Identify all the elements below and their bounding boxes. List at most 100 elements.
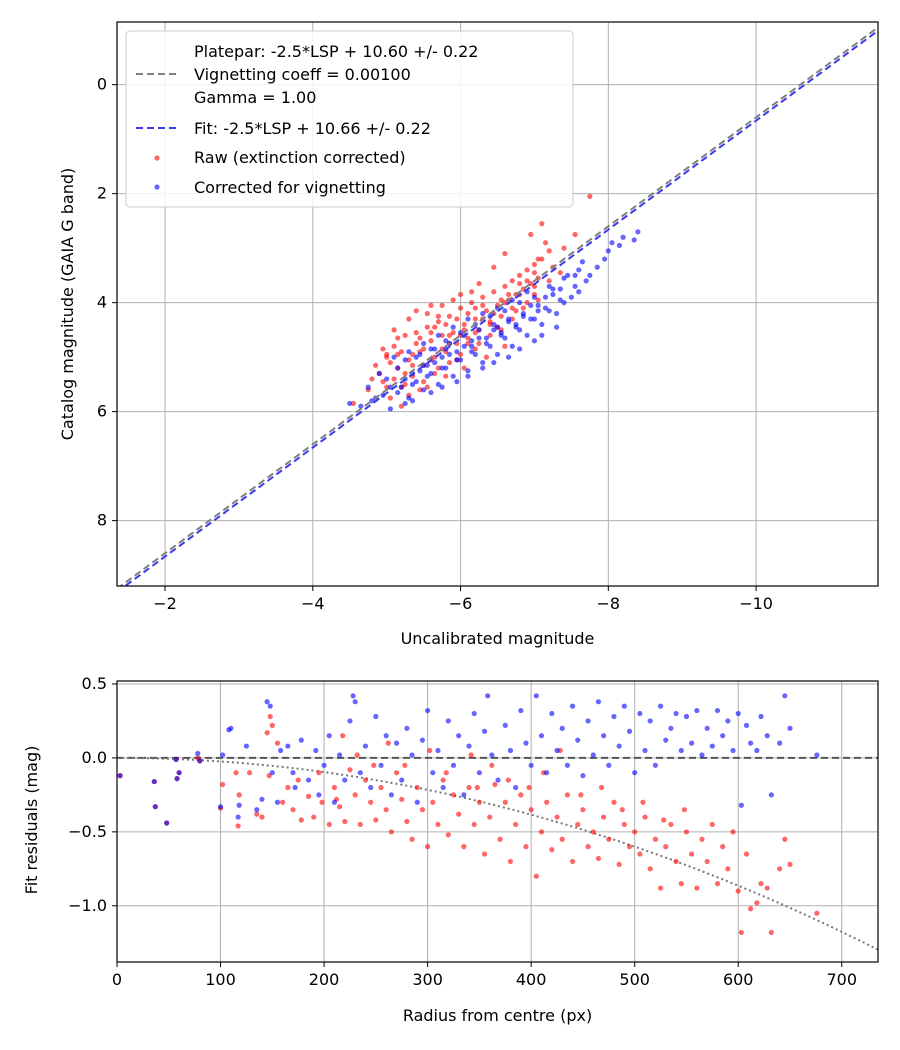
scatter-point xyxy=(487,343,493,349)
scatter-point xyxy=(395,351,401,358)
scatter-point xyxy=(388,829,394,835)
scatter-point xyxy=(406,357,412,363)
scatter-point xyxy=(456,811,462,817)
scatter-point xyxy=(465,368,471,374)
scatter-point xyxy=(298,737,304,743)
scatter-point xyxy=(311,814,317,820)
legend-platepar-label-2: Vignetting coeff = 0.00100 xyxy=(194,65,411,84)
scatter-point xyxy=(326,733,332,739)
scatter-point xyxy=(524,278,530,284)
scatter-point xyxy=(535,256,541,262)
scatter-point xyxy=(528,316,534,322)
scatter-point xyxy=(498,332,504,338)
scatter-point xyxy=(657,703,664,709)
scatter-point xyxy=(424,310,430,317)
scatter-point xyxy=(406,395,412,401)
scatter-point xyxy=(443,365,449,371)
scatter-point xyxy=(517,300,523,306)
scatter-point xyxy=(502,335,508,341)
scatter-point xyxy=(502,250,508,257)
scatter-point xyxy=(430,799,436,805)
scatter-point xyxy=(583,278,589,284)
scatter-point xyxy=(398,349,405,355)
scatter-point xyxy=(626,728,633,734)
scatter-point xyxy=(595,855,602,862)
scatter-point xyxy=(681,807,687,813)
scatter-point xyxy=(439,365,445,371)
scatter-point xyxy=(365,384,371,390)
scatter-point xyxy=(350,400,357,407)
scatter-point xyxy=(419,807,426,813)
scatter-point xyxy=(491,289,497,295)
scatter-point xyxy=(557,270,563,276)
scatter-point xyxy=(476,799,482,805)
scatter-point xyxy=(606,836,612,842)
scatter-point xyxy=(758,881,764,887)
scatter-point xyxy=(476,327,482,333)
x-tick-label: 500 xyxy=(619,970,650,989)
scatter-point xyxy=(517,327,523,333)
scatter-point xyxy=(413,330,419,336)
scatter-point xyxy=(520,313,526,319)
scatter-point xyxy=(575,821,581,828)
scatter-point xyxy=(572,272,578,278)
scatter-point xyxy=(421,346,427,352)
top-lines xyxy=(119,26,878,586)
scatter-point xyxy=(602,256,608,262)
scatter-point xyxy=(430,770,436,776)
y-tick-label: 6 xyxy=(97,402,107,421)
scatter-point xyxy=(782,693,788,699)
scatter-point xyxy=(777,866,783,872)
scatter-point xyxy=(561,245,567,251)
scatter-point xyxy=(387,406,393,412)
scatter-point xyxy=(485,693,491,699)
scatter-point xyxy=(528,302,534,308)
scatter-point xyxy=(402,332,408,338)
scatter-point xyxy=(236,792,242,798)
scatter-point xyxy=(559,725,565,731)
bottom-points xyxy=(117,693,820,936)
scatter-point xyxy=(443,338,449,344)
scatter-point xyxy=(764,885,770,891)
scatter-point xyxy=(316,770,322,776)
scatter-point xyxy=(413,308,419,314)
scatter-point xyxy=(489,752,495,758)
scatter-point xyxy=(481,728,488,734)
scatter-point xyxy=(748,906,754,912)
scatter-point xyxy=(743,851,750,857)
legend-raw-label: Raw (extinction corrected) xyxy=(194,148,406,167)
scatter-point xyxy=(373,817,379,823)
scatter-point xyxy=(535,308,541,314)
scatter-point xyxy=(383,733,389,739)
scatter-point xyxy=(673,858,679,865)
scatter-point xyxy=(446,332,453,338)
scatter-point xyxy=(546,248,552,254)
scatter-point xyxy=(454,316,460,322)
scatter-point xyxy=(164,820,170,826)
scatter-point xyxy=(764,733,770,739)
x-tick-label: 600 xyxy=(723,970,754,989)
scatter-point xyxy=(518,707,524,714)
scatter-point xyxy=(443,373,449,379)
scatter-point xyxy=(502,283,508,289)
scatter-point xyxy=(347,400,353,407)
scatter-point xyxy=(285,743,291,749)
scatter-point xyxy=(509,278,515,284)
scatter-point xyxy=(427,747,433,754)
scatter-point xyxy=(267,703,273,709)
scatter-point xyxy=(259,796,265,802)
scatter-point xyxy=(725,718,731,724)
scatter-point xyxy=(483,354,490,360)
scatter-point xyxy=(413,379,419,385)
scatter-point xyxy=(495,777,501,783)
scatter-point xyxy=(531,316,538,322)
scatter-point xyxy=(621,821,627,828)
legend-corrected-label: Corrected for vignetting xyxy=(194,178,386,197)
scatter-point xyxy=(461,321,467,328)
scatter-point xyxy=(432,324,438,330)
scatter-point xyxy=(709,821,715,828)
scatter-point xyxy=(428,370,434,377)
scatter-point xyxy=(424,384,430,390)
scatter-point xyxy=(720,844,726,850)
scatter-point xyxy=(393,740,400,746)
